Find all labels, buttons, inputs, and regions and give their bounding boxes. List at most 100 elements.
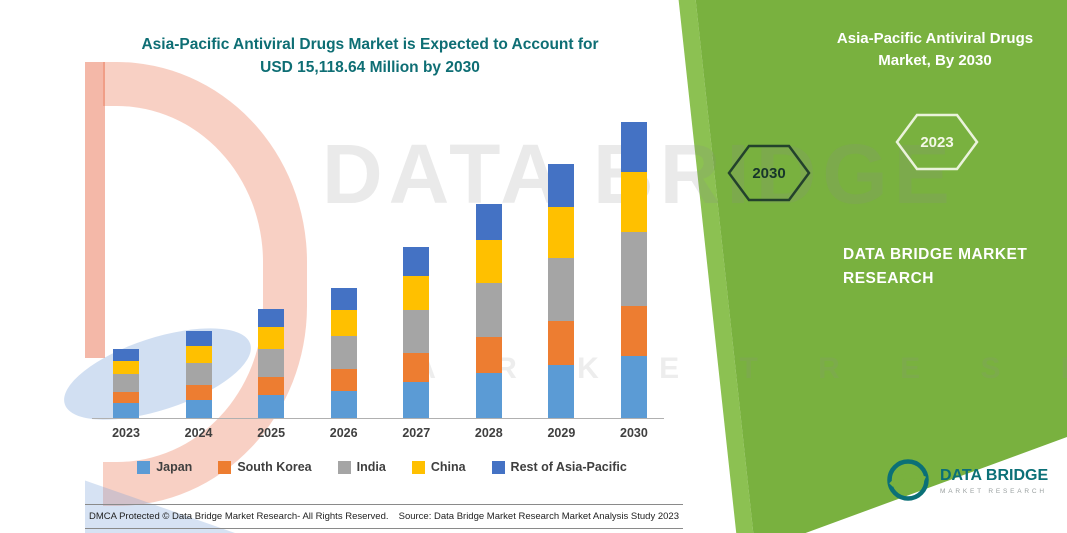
x-tick-label-2024: 2024	[184, 426, 213, 440]
hexagon-outline-icon	[727, 144, 811, 202]
company-logo-name: DATA BRIDGE	[940, 466, 1049, 484]
x-tick-label-2028: 2028	[474, 426, 503, 440]
x-tick-label-2029: 2029	[547, 426, 576, 440]
bar-column-2027	[396, 246, 436, 418]
x-axis-labels: 2023 2024 2025 2026 2027 2028 2029 2030	[106, 426, 654, 440]
legend-swatch-icon	[218, 460, 232, 474]
stacked-bar-2024	[185, 330, 212, 418]
segment-china-2024	[185, 345, 212, 364]
side-panel-title: Asia-Pacific Antiviral Drugs Market, By …	[818, 28, 1052, 72]
side-panel-title-line2: Market, By 2030	[878, 52, 992, 69]
bar-column-2029	[541, 163, 581, 418]
segment-south-korea-2026	[330, 368, 357, 391]
stacked-bar-2030	[620, 122, 647, 418]
segment-rest-of-asia-pacific-2025	[258, 308, 285, 328]
segment-india-2028	[475, 283, 502, 337]
segment-japan-2030	[620, 355, 647, 418]
x-tick-label-2027: 2027	[402, 426, 431, 440]
side-panel-title-line1: Asia-Pacific Antiviral Drugs	[836, 30, 1034, 47]
segment-japan-2027	[403, 382, 430, 418]
segment-south-korea-2029	[548, 321, 575, 365]
x-tick-label-2023: 2023	[112, 426, 140, 440]
data-bridge-logo-icon	[887, 459, 929, 501]
stacked-bar-2023	[113, 348, 139, 418]
bar-column-2028	[469, 204, 509, 418]
side-panel-brand-line2: RESEARCH	[843, 270, 934, 287]
segment-south-korea-2023	[113, 391, 139, 404]
legend-swatch-icon	[337, 460, 351, 474]
chart-legend: Japan South Korea India China Rest of Asia-P…	[92, 460, 672, 474]
bar-column-2025	[251, 308, 291, 418]
logo-watermark-bar	[85, 62, 105, 358]
company-logo-text: DATA BRIDGE MARKET RESEARCH	[940, 466, 1048, 495]
legend-item-south-korea: South Korea	[218, 460, 312, 474]
x-tick-label-2026: 2026	[329, 426, 358, 440]
stacked-bar-2027	[403, 246, 430, 418]
legend-swatch-icon	[491, 460, 505, 474]
segment-japan-2026	[330, 390, 357, 418]
legend-item-rest-of-asia-pacific: Rest of Asia-Pacific	[491, 460, 627, 474]
segment-china-2027	[403, 275, 430, 311]
segment-rest-of-asia-pacific-2024	[185, 330, 212, 346]
bar-column-2024	[179, 330, 219, 418]
stacked-bar-2028	[475, 204, 502, 418]
segment-japan-2029	[548, 364, 575, 418]
segment-china-2029	[548, 207, 575, 258]
legend-label: Japan	[156, 460, 193, 474]
segment-japan-2025	[258, 395, 285, 418]
segment-china-2026	[330, 310, 357, 337]
legend-label: South Korea	[237, 460, 312, 474]
legend-swatch-icon	[411, 460, 425, 474]
legend-item-china: China	[411, 460, 466, 474]
segment-china-2025	[258, 327, 285, 350]
segment-rest-of-asia-pacific-2028	[475, 204, 502, 241]
company-logo-tagline: MARKET RESEARCH	[940, 487, 1047, 495]
segment-rest-of-asia-pacific-2030	[620, 122, 647, 173]
segment-india-2024	[185, 363, 212, 385]
stacked-bar-2029	[548, 163, 575, 418]
segment-china-2030	[620, 172, 647, 232]
segment-south-korea-2028	[475, 336, 502, 374]
bars	[106, 118, 654, 418]
legend-label: India	[356, 460, 386, 474]
bar-column-2026	[324, 287, 364, 418]
legend-label: Rest of Asia-Pacific	[510, 460, 627, 474]
segment-rest-of-asia-pacific-2023	[113, 348, 139, 361]
footer-strip: DMCA Protected © Data Bridge Market Rese…	[85, 504, 683, 529]
segment-india-2027	[403, 310, 430, 354]
side-panel-brand-line1: DATA BRIDGE MARKET	[843, 246, 1028, 263]
side-panel-brand: DATA BRIDGE MARKET RESEARCH	[843, 243, 1027, 291]
segment-india-2023	[113, 374, 139, 392]
segment-japan-2024	[185, 399, 212, 418]
legend-item-japan: Japan	[137, 460, 192, 474]
dmca-text: DMCA Protected © Data Bridge Market Rese…	[89, 511, 389, 522]
segment-india-2030	[620, 231, 647, 306]
stacked-bar-chart: 2023 2024 2025 2026 2027 2028 2029 2030	[92, 118, 664, 458]
segment-south-korea-2027	[403, 353, 430, 383]
segment-china-2028	[475, 240, 502, 284]
segment-india-2029	[548, 257, 575, 322]
segment-rest-of-asia-pacific-2026	[330, 287, 357, 311]
segment-rest-of-asia-pacific-2029	[548, 163, 575, 208]
bar-column-2030	[614, 122, 654, 418]
segment-japan-2028	[475, 373, 502, 418]
segment-india-2026	[330, 336, 357, 369]
bar-column-2023	[106, 348, 146, 418]
chart-title-line1: Asia-Pacific Antiviral Drugs Market is E…	[141, 36, 599, 53]
hexagon-outline-icon	[895, 113, 979, 171]
chart-title-line2: USD 15,118.64 Million by 2030	[260, 59, 480, 76]
segment-south-korea-2025	[258, 376, 285, 396]
segment-china-2023	[113, 360, 139, 375]
x-tick-label-2030: 2030	[620, 426, 648, 440]
chart-title: Asia-Pacific Antiviral Drugs Market is E…	[110, 33, 630, 79]
x-axis-line	[92, 418, 664, 419]
segment-south-korea-2030	[620, 305, 647, 356]
segment-japan-2023	[113, 403, 139, 418]
stacked-bar-2026	[330, 287, 357, 418]
stacked-bar-2025	[258, 308, 285, 418]
hexagon-2023: 2023	[894, 112, 980, 172]
hexagon-2030: 2030	[726, 143, 812, 203]
company-logo: DATA BRIDGE MARKET RESEARCH	[886, 458, 1048, 502]
